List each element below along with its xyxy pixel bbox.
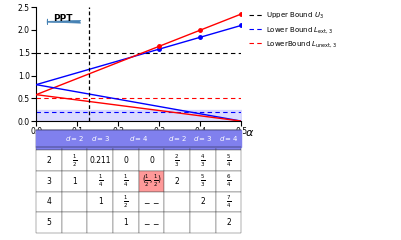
Text: $d=3$: $d=3$: [91, 134, 109, 143]
X-axis label: $\alpha$: $\alpha$: [244, 128, 253, 138]
Text: $d=2$: $d=2$: [167, 134, 186, 143]
Text: $d=2$: $d=2$: [65, 134, 84, 143]
Text: $d=3$: $d=3$: [193, 134, 212, 143]
Text: $d=4$: $d=4$: [218, 134, 237, 143]
Legend: Upper Bound $U_3$, Lower Bound $L_{\mathrm{ext},3}$, LowerBound $L_{\mathrm{unex: Upper Bound $U_3$, Lower Bound $L_{\math…: [248, 11, 336, 49]
Text: $d=4$: $d=4$: [129, 134, 148, 143]
Text: PPT: PPT: [53, 14, 73, 23]
